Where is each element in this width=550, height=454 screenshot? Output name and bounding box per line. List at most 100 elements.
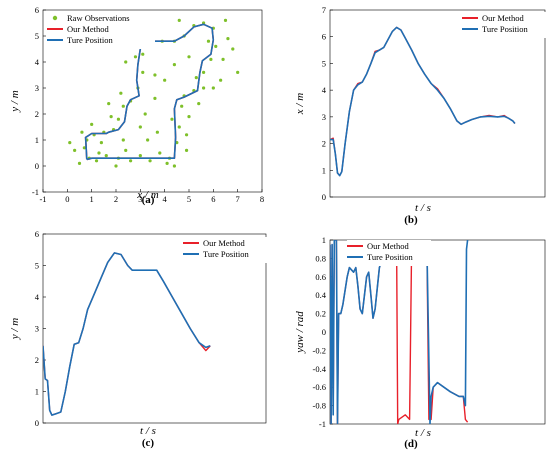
observation-point [146, 138, 150, 142]
observation-point [114, 164, 118, 168]
observation-point [170, 117, 174, 121]
observation-point [94, 159, 99, 163]
panel-a: -1 0 1 2 3 4 5 6 -1 0 1 2 3 4 5 6 7 8 x / m y / m (a) Raw Obs… [9, 5, 264, 206]
our-method-line [330, 26, 516, 177]
panel-d: -1 -0.8 -0.6 -0.4 -0.2 0 0.2 0.4 0.6 0.8 1 t / s yaw… [294, 235, 546, 450]
observation-point [172, 63, 176, 67]
observation-point [129, 159, 133, 163]
y-tick-label: 0 [322, 192, 326, 202]
y-tick-label: 7 [322, 5, 326, 15]
observation-point [202, 70, 206, 74]
plot-frame [329, 9, 546, 198]
observation-point [104, 154, 108, 158]
observation-point [116, 117, 121, 121]
plot-area [330, 26, 516, 177]
observation-point [165, 161, 169, 165]
panel-label: (b) [404, 214, 418, 226]
observation-point [99, 141, 103, 145]
observation-point [124, 60, 128, 64]
panel-label: (c) [142, 437, 155, 449]
observation-point [172, 164, 176, 168]
y-tick-label: 0.8 [315, 253, 326, 263]
observation-point [119, 91, 123, 95]
observation-point [80, 130, 84, 134]
observation-point [90, 122, 94, 126]
plot-area [330, 240, 469, 424]
plot-frame [42, 9, 263, 193]
observation-point [180, 104, 184, 108]
observation-point [177, 125, 181, 129]
y-tick-label: 3 [35, 324, 39, 334]
x-tick-label: -1 [39, 194, 46, 204]
observation-point [206, 39, 211, 43]
y-tick-label: 0 [322, 327, 326, 337]
y-tick-label: 1 [35, 135, 39, 145]
y-tick-label: 5 [35, 261, 39, 271]
y-axis-label: x / m [294, 93, 306, 115]
observation-point [155, 130, 159, 134]
legend-entry-label: Ture Position [67, 35, 113, 45]
observation-point [231, 47, 235, 51]
observation-point [97, 151, 101, 155]
observation-point [202, 86, 206, 90]
observation-point [209, 57, 213, 62]
observation-point [158, 151, 162, 155]
y-axis-label: y / m [9, 318, 21, 340]
x-tick-label: 4 [163, 194, 168, 204]
true-position-line [330, 240, 469, 424]
observation-point [197, 102, 201, 106]
legend-entry-label: Raw Observations [67, 13, 130, 23]
y-tick-label: -1 [32, 187, 39, 197]
y-tick-label: 1 [322, 165, 326, 175]
y-tick-label: 3 [35, 83, 39, 93]
y-axis-label: yaw / rad [294, 311, 306, 354]
observation-point [109, 115, 113, 119]
observation-point [133, 55, 138, 59]
legend-entry-label: Our Method [67, 24, 110, 34]
plot-frame [329, 239, 546, 425]
y-tick-label: 2 [322, 139, 326, 149]
observation-point [143, 112, 147, 116]
observation-point [221, 57, 225, 62]
x-tick-label: 6 [211, 194, 215, 204]
observation-point [187, 115, 191, 119]
y-tick-label: 6 [322, 32, 326, 42]
y-tick-label: 6 [35, 229, 39, 239]
x-axis-label: t / s [415, 202, 431, 214]
observation-point [187, 55, 191, 59]
observation-point [184, 133, 189, 137]
observation-point [138, 125, 142, 129]
y-tick-label: 2 [35, 355, 39, 365]
x-tick-label: 2 [114, 194, 118, 204]
observation-point [138, 154, 142, 158]
observation-point [177, 18, 181, 22]
y-tick-label: -0.6 [313, 382, 326, 392]
observation-point [219, 78, 223, 82]
observation-point [121, 138, 125, 142]
observation-point [184, 148, 189, 152]
observation-point [121, 104, 125, 108]
observation-point [141, 52, 145, 56]
y-tick-label: 0.4 [315, 290, 326, 300]
observation-point [68, 141, 72, 145]
x-axis-label: x / m [136, 189, 158, 201]
x-axis-label: t / s [140, 425, 156, 437]
x-tick-label: 0 [65, 194, 69, 204]
our-method-line [43, 252, 211, 416]
y-tick-label: 0.2 [315, 309, 326, 319]
true-position-line [330, 26, 516, 177]
observation-point [194, 76, 198, 80]
our-method-line [330, 240, 469, 424]
observation-point [223, 18, 228, 22]
y-tick-label: 2 [35, 109, 39, 119]
legend-entry-label: Our Method [482, 13, 525, 23]
x-axis-label: t / s [415, 427, 431, 439]
panel-label: (a) [142, 194, 155, 206]
x-tick-label: 7 [236, 194, 240, 204]
y-tick-label: -0.8 [313, 401, 326, 411]
legend-entry-label: Ture Position [482, 24, 528, 34]
